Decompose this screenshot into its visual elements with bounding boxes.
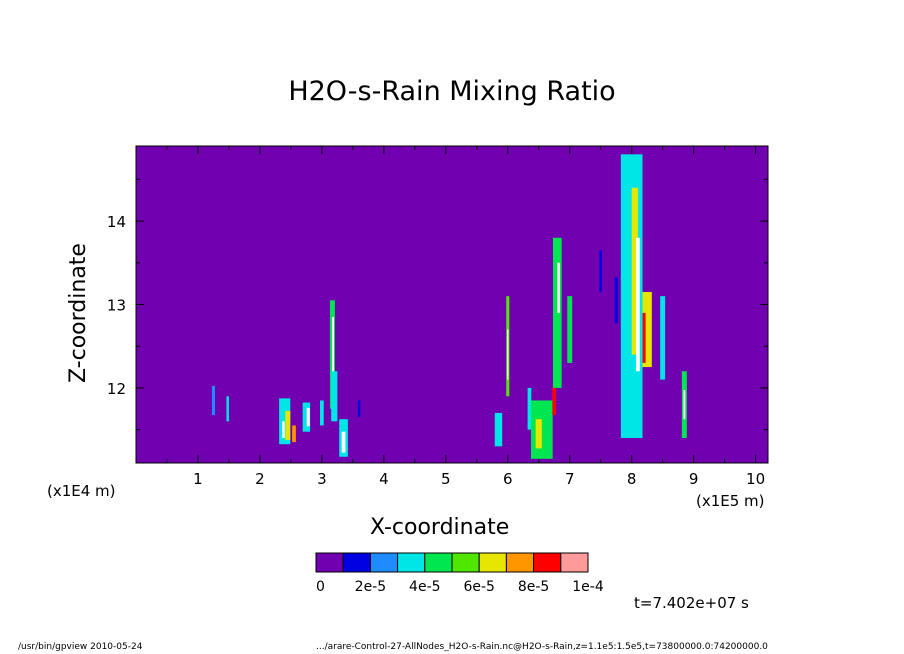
footer-source: .../arare-Control-27-AllNodes_H2O-s-Rain… xyxy=(316,642,768,652)
heatmap-cell xyxy=(494,412,503,447)
y-axis-label: Z-coordinate xyxy=(66,243,91,383)
colorbar-swatch xyxy=(315,552,344,573)
x-tick-label: 5 xyxy=(441,470,451,488)
colorbar-swatch xyxy=(533,552,562,573)
x-tick-label: 10 xyxy=(746,470,765,488)
colorbar-label: 2e-5 xyxy=(355,579,386,595)
heatmap-cell xyxy=(557,262,560,313)
heatmap-cell xyxy=(636,237,640,372)
colorbar-swatch xyxy=(505,552,535,573)
heatmap-cell xyxy=(567,296,573,363)
x-tick-label: 4 xyxy=(379,470,389,488)
heatmap-cell xyxy=(320,400,324,426)
heatmap-cell xyxy=(331,371,338,422)
heatmap-cell xyxy=(302,402,311,432)
heatmap-cell xyxy=(226,396,229,422)
heatmap-cell xyxy=(527,387,532,430)
colorbar-label: 0 xyxy=(316,579,325,595)
y-tick-label: 14 xyxy=(107,213,126,231)
heatmap-cell xyxy=(599,250,602,292)
colorbar-label: 1e-4 xyxy=(572,579,604,595)
colorbar-swatch xyxy=(424,552,453,573)
heatmap-cell xyxy=(282,421,285,438)
x-axis-label: X-coordinate xyxy=(370,515,510,540)
heatmap-cell xyxy=(642,291,652,368)
heatmap-cell xyxy=(292,425,296,443)
heatmap-cell xyxy=(211,385,215,416)
colorbar-swatch xyxy=(342,552,371,573)
heatmap-cell xyxy=(285,410,291,441)
heatmap-cells xyxy=(211,154,687,459)
heatmap-cell xyxy=(357,400,361,418)
x-tick-label: 2 xyxy=(255,470,265,488)
colorbar-swatch xyxy=(451,552,480,573)
x-tick-label: 7 xyxy=(565,470,575,488)
heatmap-cell xyxy=(507,329,509,380)
x-tick-label: 3 xyxy=(317,470,327,488)
heatmap-cell xyxy=(631,187,638,355)
heatmap-cell xyxy=(683,390,686,420)
heatmap-cell xyxy=(642,312,646,363)
colorbar-swatch xyxy=(369,552,399,573)
colorbar-label: 6e-5 xyxy=(463,579,494,595)
x-tick-label: 6 xyxy=(503,470,513,488)
x-tick-label: 9 xyxy=(689,470,699,488)
heatmap-cell xyxy=(552,385,557,416)
chart-title: H2O-s-Rain Mixing Ratio xyxy=(288,76,616,107)
colorbar-swatch xyxy=(560,552,589,573)
colorbar-label: 4e-5 xyxy=(409,579,440,595)
heatmap-cell xyxy=(306,407,310,427)
y-tick-label: 13 xyxy=(107,297,126,315)
heatmap-cell xyxy=(660,296,666,380)
x-axis-unit: (x1E5 m) xyxy=(696,492,765,510)
y-axis-unit: (x1E4 m) xyxy=(47,482,116,500)
footer-command: /usr/bin/gpview 2010-05-24 xyxy=(18,642,143,652)
heatmap-cell xyxy=(535,419,542,449)
colorbar-swatch xyxy=(397,552,426,573)
heatmap-cell xyxy=(279,398,291,445)
heatmap-cell xyxy=(341,431,346,453)
heatmap-background xyxy=(136,146,768,463)
colorbar-label: 8e-5 xyxy=(518,579,549,595)
x-tick-label: 1 xyxy=(193,470,203,488)
heatmap-cell xyxy=(332,317,334,376)
colorbar-swatch xyxy=(478,552,507,573)
x-tick-label: 8 xyxy=(627,470,637,488)
heatmap-cell xyxy=(614,277,618,324)
time-label: t=7.402e+07 s xyxy=(634,594,749,612)
y-tick-label: 12 xyxy=(107,380,126,398)
